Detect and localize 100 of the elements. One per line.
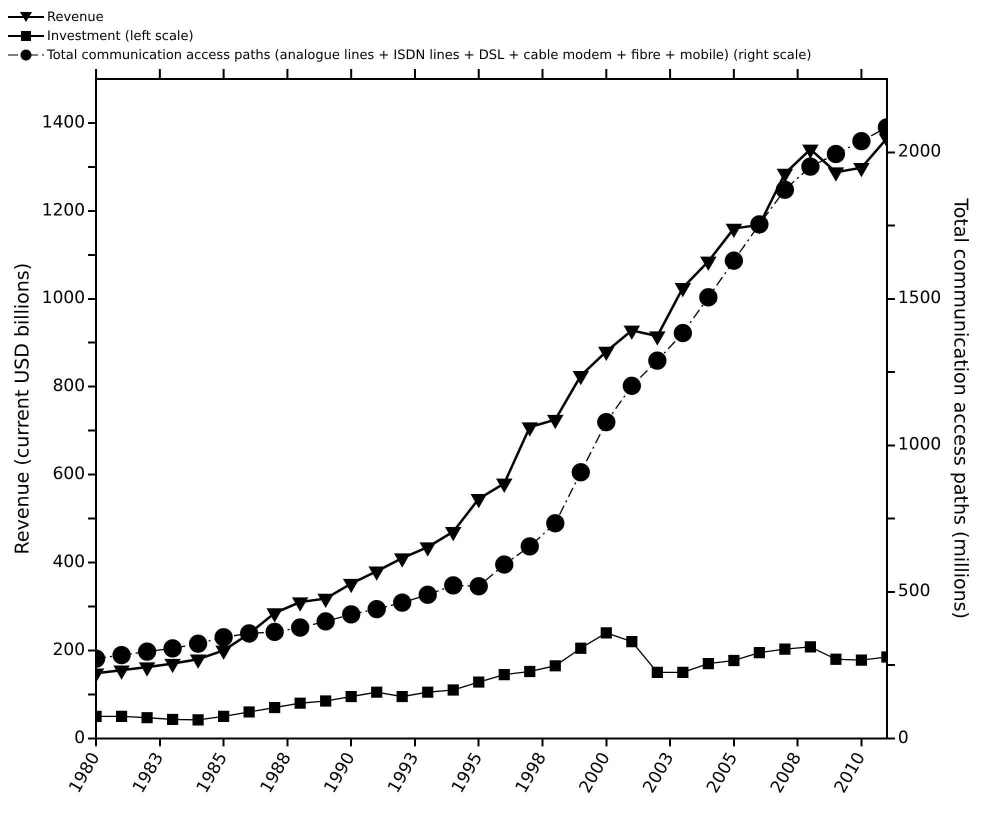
point [294, 698, 306, 709]
point [218, 710, 230, 722]
point [597, 412, 616, 432]
y-tick-label: 400 [52, 552, 86, 572]
point [496, 478, 512, 492]
point [444, 576, 462, 595]
point [548, 414, 563, 428]
legend-label: Revenue [47, 10, 104, 25]
point [394, 553, 410, 566]
point [598, 346, 614, 360]
point [754, 647, 765, 658]
legend-label: Total communication access paths (analogue lines + ISDN lines + DSL + cable modem + fibre + mobile) (right scale) [47, 48, 812, 63]
point [140, 662, 154, 676]
y2-tick-label: 1000 [898, 434, 942, 455]
point [498, 669, 510, 680]
point [346, 690, 357, 702]
point [546, 514, 564, 532]
point [854, 163, 869, 176]
y-tick-label: 1400 [42, 112, 86, 132]
y-axis-title: Revenue (current USD billions) [11, 262, 34, 554]
point [600, 627, 612, 638]
point [342, 605, 360, 624]
y2-tick-label: 2000 [898, 142, 942, 162]
point [652, 666, 663, 678]
point [141, 712, 153, 724]
point [396, 690, 408, 702]
y-tick-label: 0 [74, 728, 86, 748]
point [188, 634, 208, 653]
point [344, 578, 358, 592]
point [650, 331, 665, 344]
point [828, 167, 844, 180]
point [368, 600, 386, 618]
point [163, 639, 182, 658]
point [114, 665, 129, 678]
point [550, 660, 561, 672]
y-tick-label: 1200 [42, 200, 86, 220]
point [830, 654, 842, 665]
point [422, 686, 434, 698]
point [852, 132, 871, 150]
point [244, 706, 255, 718]
point [801, 157, 820, 176]
point [699, 288, 718, 306]
point [470, 577, 488, 596]
point [471, 494, 486, 508]
point [575, 642, 586, 654]
point [167, 714, 178, 726]
point [371, 686, 382, 698]
y2-tick-label: 1500 [898, 288, 942, 308]
point [572, 463, 590, 482]
point [316, 612, 335, 631]
y-tick-label: 200 [52, 640, 86, 660]
point [674, 324, 692, 342]
point [826, 144, 846, 164]
point [446, 526, 461, 540]
point [112, 646, 131, 664]
point [418, 586, 437, 604]
point [267, 608, 282, 622]
point [728, 654, 740, 666]
y-tick-label: 1000 [42, 288, 86, 308]
legend-label: Investment (left scale) [47, 29, 194, 44]
y2-tick-label: 0 [898, 728, 909, 748]
point [726, 224, 742, 237]
point [190, 654, 206, 668]
point [318, 594, 333, 607]
point [804, 641, 816, 653]
point [520, 537, 539, 556]
point [214, 628, 233, 646]
point [648, 351, 666, 370]
point [676, 283, 690, 296]
y2-tick-label: 500 [898, 581, 930, 602]
point [320, 695, 332, 707]
point [448, 684, 459, 696]
point [192, 714, 204, 726]
point [573, 370, 588, 384]
point [856, 654, 868, 666]
point [779, 644, 790, 655]
point [803, 144, 818, 158]
point [116, 710, 128, 722]
y-tick-label: 800 [52, 376, 86, 396]
point [266, 622, 284, 642]
point [522, 422, 538, 436]
y-tick-label: 600 [52, 464, 86, 484]
point [677, 666, 688, 678]
point [778, 168, 792, 182]
y2-axis-title: Total communication access paths (millions) [950, 197, 972, 619]
point [291, 618, 310, 637]
point [701, 256, 716, 270]
point [524, 666, 536, 678]
point [292, 597, 308, 610]
point [724, 252, 744, 270]
point [702, 658, 714, 670]
point [420, 542, 436, 556]
point [624, 326, 640, 339]
point [269, 702, 280, 714]
point [216, 646, 231, 659]
point [369, 566, 384, 580]
point [622, 376, 641, 395]
point [473, 676, 484, 688]
point [626, 636, 638, 648]
point [495, 555, 514, 574]
